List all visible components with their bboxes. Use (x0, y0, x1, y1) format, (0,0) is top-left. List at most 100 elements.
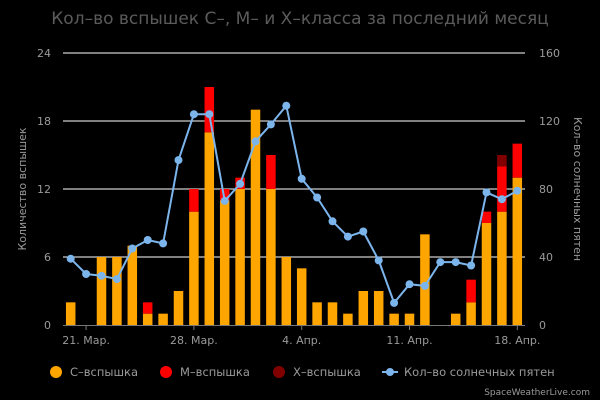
y-tick-left: 0 (44, 319, 51, 332)
sunspot-point (390, 298, 399, 307)
bar-c (96, 257, 107, 325)
legend-sunspots: Кол–во солнечных пятен (382, 365, 555, 379)
sunspot-line-path (69, 103, 518, 305)
legend: C–вспышка M–вспышка X–вспышка Кол–во солнеч… (50, 365, 555, 379)
sunspot-point (112, 275, 121, 284)
y-tick-left: 24 (37, 47, 51, 60)
x-tick-label: 18. Апр. (494, 334, 540, 347)
sunspot-point (82, 270, 91, 278)
bar-m (142, 302, 153, 314)
legend-label: C–вспышка (70, 365, 138, 379)
bar-c (343, 313, 353, 325)
y-tick-right: 80 (539, 183, 553, 196)
bar-m (204, 87, 215, 133)
sunspot-point (328, 217, 337, 226)
x-tick-label: 4. Апр. (282, 334, 321, 347)
sunspot-point (436, 258, 445, 267)
bar-c (420, 234, 430, 325)
bar-c (404, 313, 415, 325)
y-tick-left: 12 (37, 183, 51, 196)
sunspot-point (343, 232, 352, 241)
sunspot-point (143, 236, 152, 244)
bar-c (204, 132, 215, 325)
bar-m (512, 143, 523, 178)
bar-c (189, 211, 199, 325)
legend-label: X–вспышка (293, 365, 361, 379)
sunspot-point (482, 188, 491, 197)
sunspot-point (174, 156, 183, 165)
sunspot-point (297, 174, 306, 183)
y-axis-left-title: Количество вспышек (16, 127, 29, 250)
y-tick-left: 18 (37, 115, 51, 128)
legend-marker (273, 366, 285, 378)
sunspot-point (236, 179, 245, 188)
bar-c (250, 109, 261, 326)
bar-c (512, 177, 523, 325)
bar-c (450, 313, 461, 325)
sunspot-point (467, 261, 476, 270)
bar-m (266, 155, 276, 189)
sunspot-point (313, 193, 322, 202)
bar-c (312, 302, 322, 325)
bar-c (112, 257, 122, 325)
legend-x-flare: X–вспышка (273, 365, 361, 379)
x-tick-label: 11. Апр. (386, 334, 432, 347)
sunspot-point (282, 101, 291, 110)
chart-title: Кол–во вспышек C–, M– и X–класса за посл… (51, 9, 549, 29)
y-tick-left: 6 (44, 251, 51, 264)
bar-c (296, 268, 307, 325)
bar-c (142, 313, 153, 325)
bar-m (481, 211, 492, 223)
bar-c (481, 223, 492, 325)
bar-c (497, 211, 507, 325)
bar-c (466, 302, 476, 325)
sunspot-line (66, 101, 522, 307)
sunspot-point (420, 281, 429, 290)
legend-marker (386, 368, 394, 376)
axes: 0 6 12 18 24 0 40 80 120 160 21. Мар. 28. Мар. 4. Ап… (37, 47, 560, 347)
bar-c (373, 291, 384, 325)
bar-c (235, 189, 245, 325)
legend-c-flare: C–вспышка (50, 365, 138, 379)
bars (65, 87, 523, 326)
y-tick-right: 40 (539, 251, 553, 264)
sunspot-point (266, 120, 275, 129)
bar-m (466, 279, 476, 303)
sunspot-point (220, 196, 229, 205)
sunspot-point (128, 244, 137, 253)
sunspot-point (159, 239, 168, 248)
x-tick-label: 28. Мар. (170, 334, 218, 347)
bar-c (65, 302, 76, 325)
sunspot-point (189, 110, 198, 119)
credit: SpaceWeatherLive.com (484, 388, 590, 398)
bar-c (389, 313, 399, 325)
legend-marker (50, 366, 62, 378)
bar-c (219, 200, 230, 325)
y-tick-right: 0 (539, 319, 546, 332)
sunspot-point (451, 258, 460, 267)
sunspot-point (205, 110, 214, 119)
bar-m (219, 189, 230, 201)
sunspot-point (359, 227, 368, 236)
bar-c (158, 313, 168, 325)
bar-x (497, 155, 507, 167)
legend-label: Кол–во солнечных пятен (404, 365, 555, 379)
bar-m (189, 189, 199, 212)
sunspot-point (405, 280, 414, 289)
y-tick-right: 120 (539, 115, 560, 128)
sunspot-point (374, 256, 383, 265)
bar-c (173, 291, 184, 325)
bar-c (266, 189, 276, 325)
bar-c (358, 291, 369, 325)
sunspot-point (251, 137, 260, 146)
bar-c (281, 257, 292, 325)
legend-m-flare: M–вспышка (160, 365, 250, 379)
y-axis-right-title: Кол–во солнечных пятен (571, 117, 584, 261)
bar-m (497, 166, 507, 212)
sunspot-point (513, 186, 522, 195)
sunspot-point (497, 195, 506, 204)
sunspot-point (97, 271, 106, 280)
legend-label: M–вспышка (180, 365, 250, 379)
y-tick-right: 160 (539, 47, 560, 60)
